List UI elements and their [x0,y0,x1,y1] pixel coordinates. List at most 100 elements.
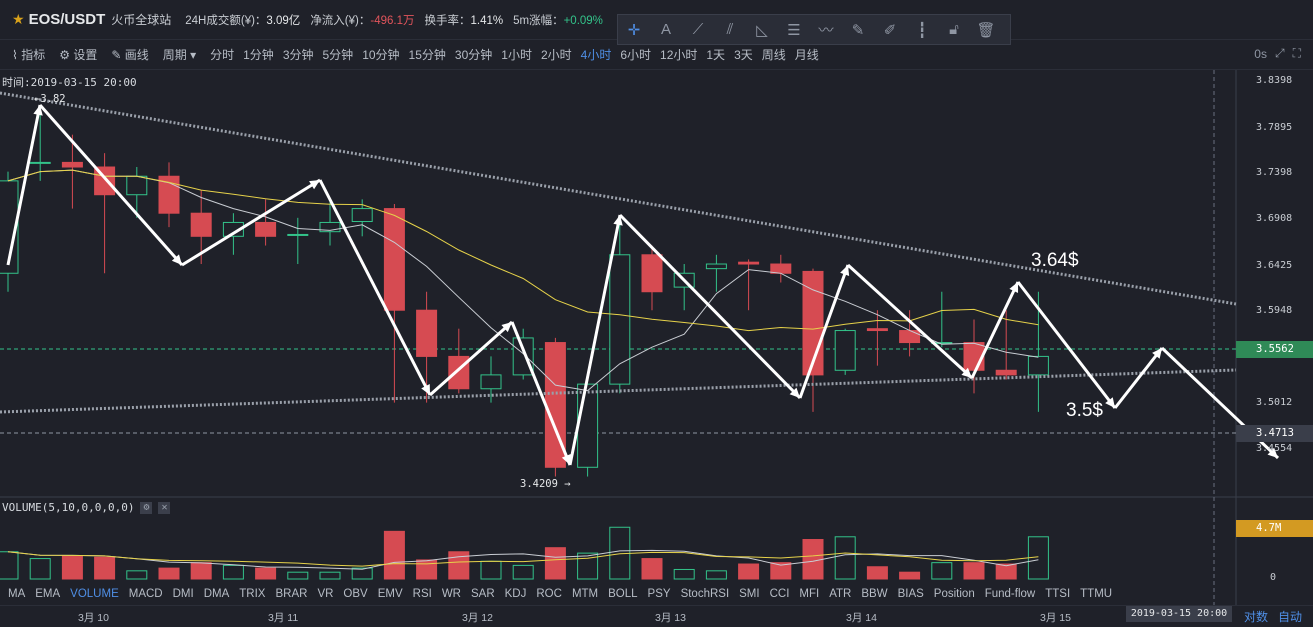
indicator-tab[interactable]: WR [441,588,461,600]
ruler-icon[interactable]: ✎ [851,21,865,39]
wave-tool-icon[interactable]: 〰 [818,22,834,39]
wave-arrow-segment [846,263,974,380]
text-tool-icon[interactable]: A [660,21,671,38]
trendline-icon[interactable]: ⟋ [692,21,704,38]
brush-icon[interactable]: ✐ [883,21,897,39]
period-tab[interactable]: 15分钟 [408,48,446,62]
wave-arrow-segment [1016,281,1117,409]
indicator-tabs: MA EMA VOLUME MACD DMI DMA TRIX BRAR VR OBV EMV RSI… [0,585,1240,603]
period-tab[interactable]: 分时 [210,48,235,62]
indicator-tab[interactable]: SMI [739,588,760,600]
candle-body [866,328,888,332]
price-tick: 3.8398 [1256,75,1293,86]
indicator-tab[interactable]: Position [933,588,975,600]
indicator-tab[interactable]: RSI [412,588,432,600]
angle-tool-icon[interactable]: ◺ [756,21,768,39]
indicator-tab[interactable]: VOLUME [70,588,119,600]
period-tab[interactable]: 月线 [794,48,819,62]
candle-body [577,383,599,468]
volume-bar [963,562,985,580]
period-tab[interactable]: 10分钟 [362,48,400,62]
volume-bar [319,571,341,580]
time-label: 时间:2019-03-15 20:00 [2,76,137,89]
favorite-star-icon[interactable]: ★ [12,11,25,27]
settings-button[interactable]: ⚙ 设置 [59,48,98,62]
period-tab[interactable]: 1小时 [501,48,532,62]
wave-arrow-segment [618,213,802,400]
indicator-tab[interactable]: BIAS [897,588,924,600]
period-tab[interactable]: 2小时 [540,48,572,62]
upper-trendline [0,91,1237,306]
current-price-tag: 3.5562 [1236,341,1313,358]
period-tab[interactable]: 3分钟 [282,48,314,62]
indicator-tab[interactable]: TTSI [1045,588,1071,600]
indicator-tab[interactable]: ATR [829,588,852,600]
indicator-tab[interactable]: MACD [128,588,163,600]
volume-bar [480,560,502,580]
close-icon[interactable]: ✕ [158,501,171,514]
stat-turnover: 换手率：1.41% [424,14,504,27]
indicator-tab[interactable]: TRIX [239,588,266,600]
draw-button[interactable]: ✎ 画线 [111,48,149,62]
indicator-tab[interactable]: EMA [35,588,61,600]
indicator-tab[interactable]: DMI [172,588,194,600]
indicator-tab[interactable]: OBV [343,588,368,600]
lock-icon[interactable]: 🔓︎ [949,21,959,38]
settings-gear-icon[interactable]: ⚙ [140,501,153,514]
volume-bar [351,567,373,580]
price-chart[interactable] [0,70,1313,605]
indicator-tab[interactable]: Fund-flow [984,588,1036,600]
indicator-tab[interactable]: DMA [203,588,230,600]
wave-arrowhead [789,387,800,398]
period-tab[interactable]: 周线 [761,48,786,62]
indicator-tab[interactable]: VR [317,588,334,600]
volume-bar [126,570,148,580]
indicator-tab[interactable]: BRAR [275,588,308,600]
volume-max-tag: 4.7M [1236,520,1313,537]
indicator-tab[interactable]: PSY [647,588,671,600]
period-tab[interactable]: 5分钟 [322,48,354,62]
volume-bar [770,562,792,580]
indicator-tab[interactable]: EMV [377,588,403,600]
indicator-tab[interactable]: CCI [769,588,790,600]
indicator-tab[interactable]: MFI [799,588,820,600]
indicator-tab[interactable]: BOLL [608,588,638,600]
volume-bar [899,571,921,580]
period-tab[interactable]: 6小时 [620,48,652,62]
indicator-tab[interactable]: BBW [861,588,888,600]
indicator-tab[interactable]: ROC [536,588,562,600]
period-tab[interactable]: 1分钟 [243,48,274,62]
trash-icon[interactable]: 🗑︎ [976,21,996,39]
indicator-tab[interactable]: SAR [470,588,495,600]
indicator-button[interactable]: ⌇ 指标 [12,48,46,62]
auto-scale-button[interactable]: 自动 [1278,610,1303,624]
candle-body [416,309,438,357]
period-tab[interactable]: 4小时 [580,48,612,62]
fullscreen-icon[interactable]: ⤢ [1274,46,1285,60]
indicator-tab[interactable]: MTM [571,588,599,600]
candle-pattern-icon[interactable]: ┇ [917,21,927,39]
candle-body [126,175,148,196]
candle-body [222,221,244,237]
candle-body [351,208,373,223]
indicator-tab[interactable]: KDJ [504,588,527,600]
crosshair-icon[interactable]: ✛ [627,21,641,39]
indicator-tab[interactable]: StochRSI [680,588,730,600]
horizontal-lines-icon[interactable]: ☰ [787,21,801,39]
candle-body [770,263,792,274]
period-dropdown[interactable]: 周期 ▾ [162,48,197,62]
period-tab[interactable]: 1天 [706,48,726,62]
indicator-tab[interactable]: MA [8,588,26,600]
pair-title[interactable]: EOS/USDT [28,11,106,28]
expand-icon[interactable]: ⛶ [1292,46,1301,60]
indicator-tab[interactable]: TTMU [1080,588,1113,600]
volume-label: VOLUME(5,10,0,0,0,0) ⚙ ✕ [2,501,171,514]
period-tab[interactable]: 3天 [734,48,753,62]
period-tab[interactable]: 30分钟 [454,48,493,62]
wave-arrowhead [1267,447,1278,458]
log-scale-button[interactable]: 对数 [1244,610,1269,624]
period-tab[interactable]: 12小时 [660,48,698,62]
wave-arrow-segment [568,214,622,466]
volume-bar [995,563,1017,580]
parallel-lines-icon[interactable]: ⫽ [726,21,734,38]
